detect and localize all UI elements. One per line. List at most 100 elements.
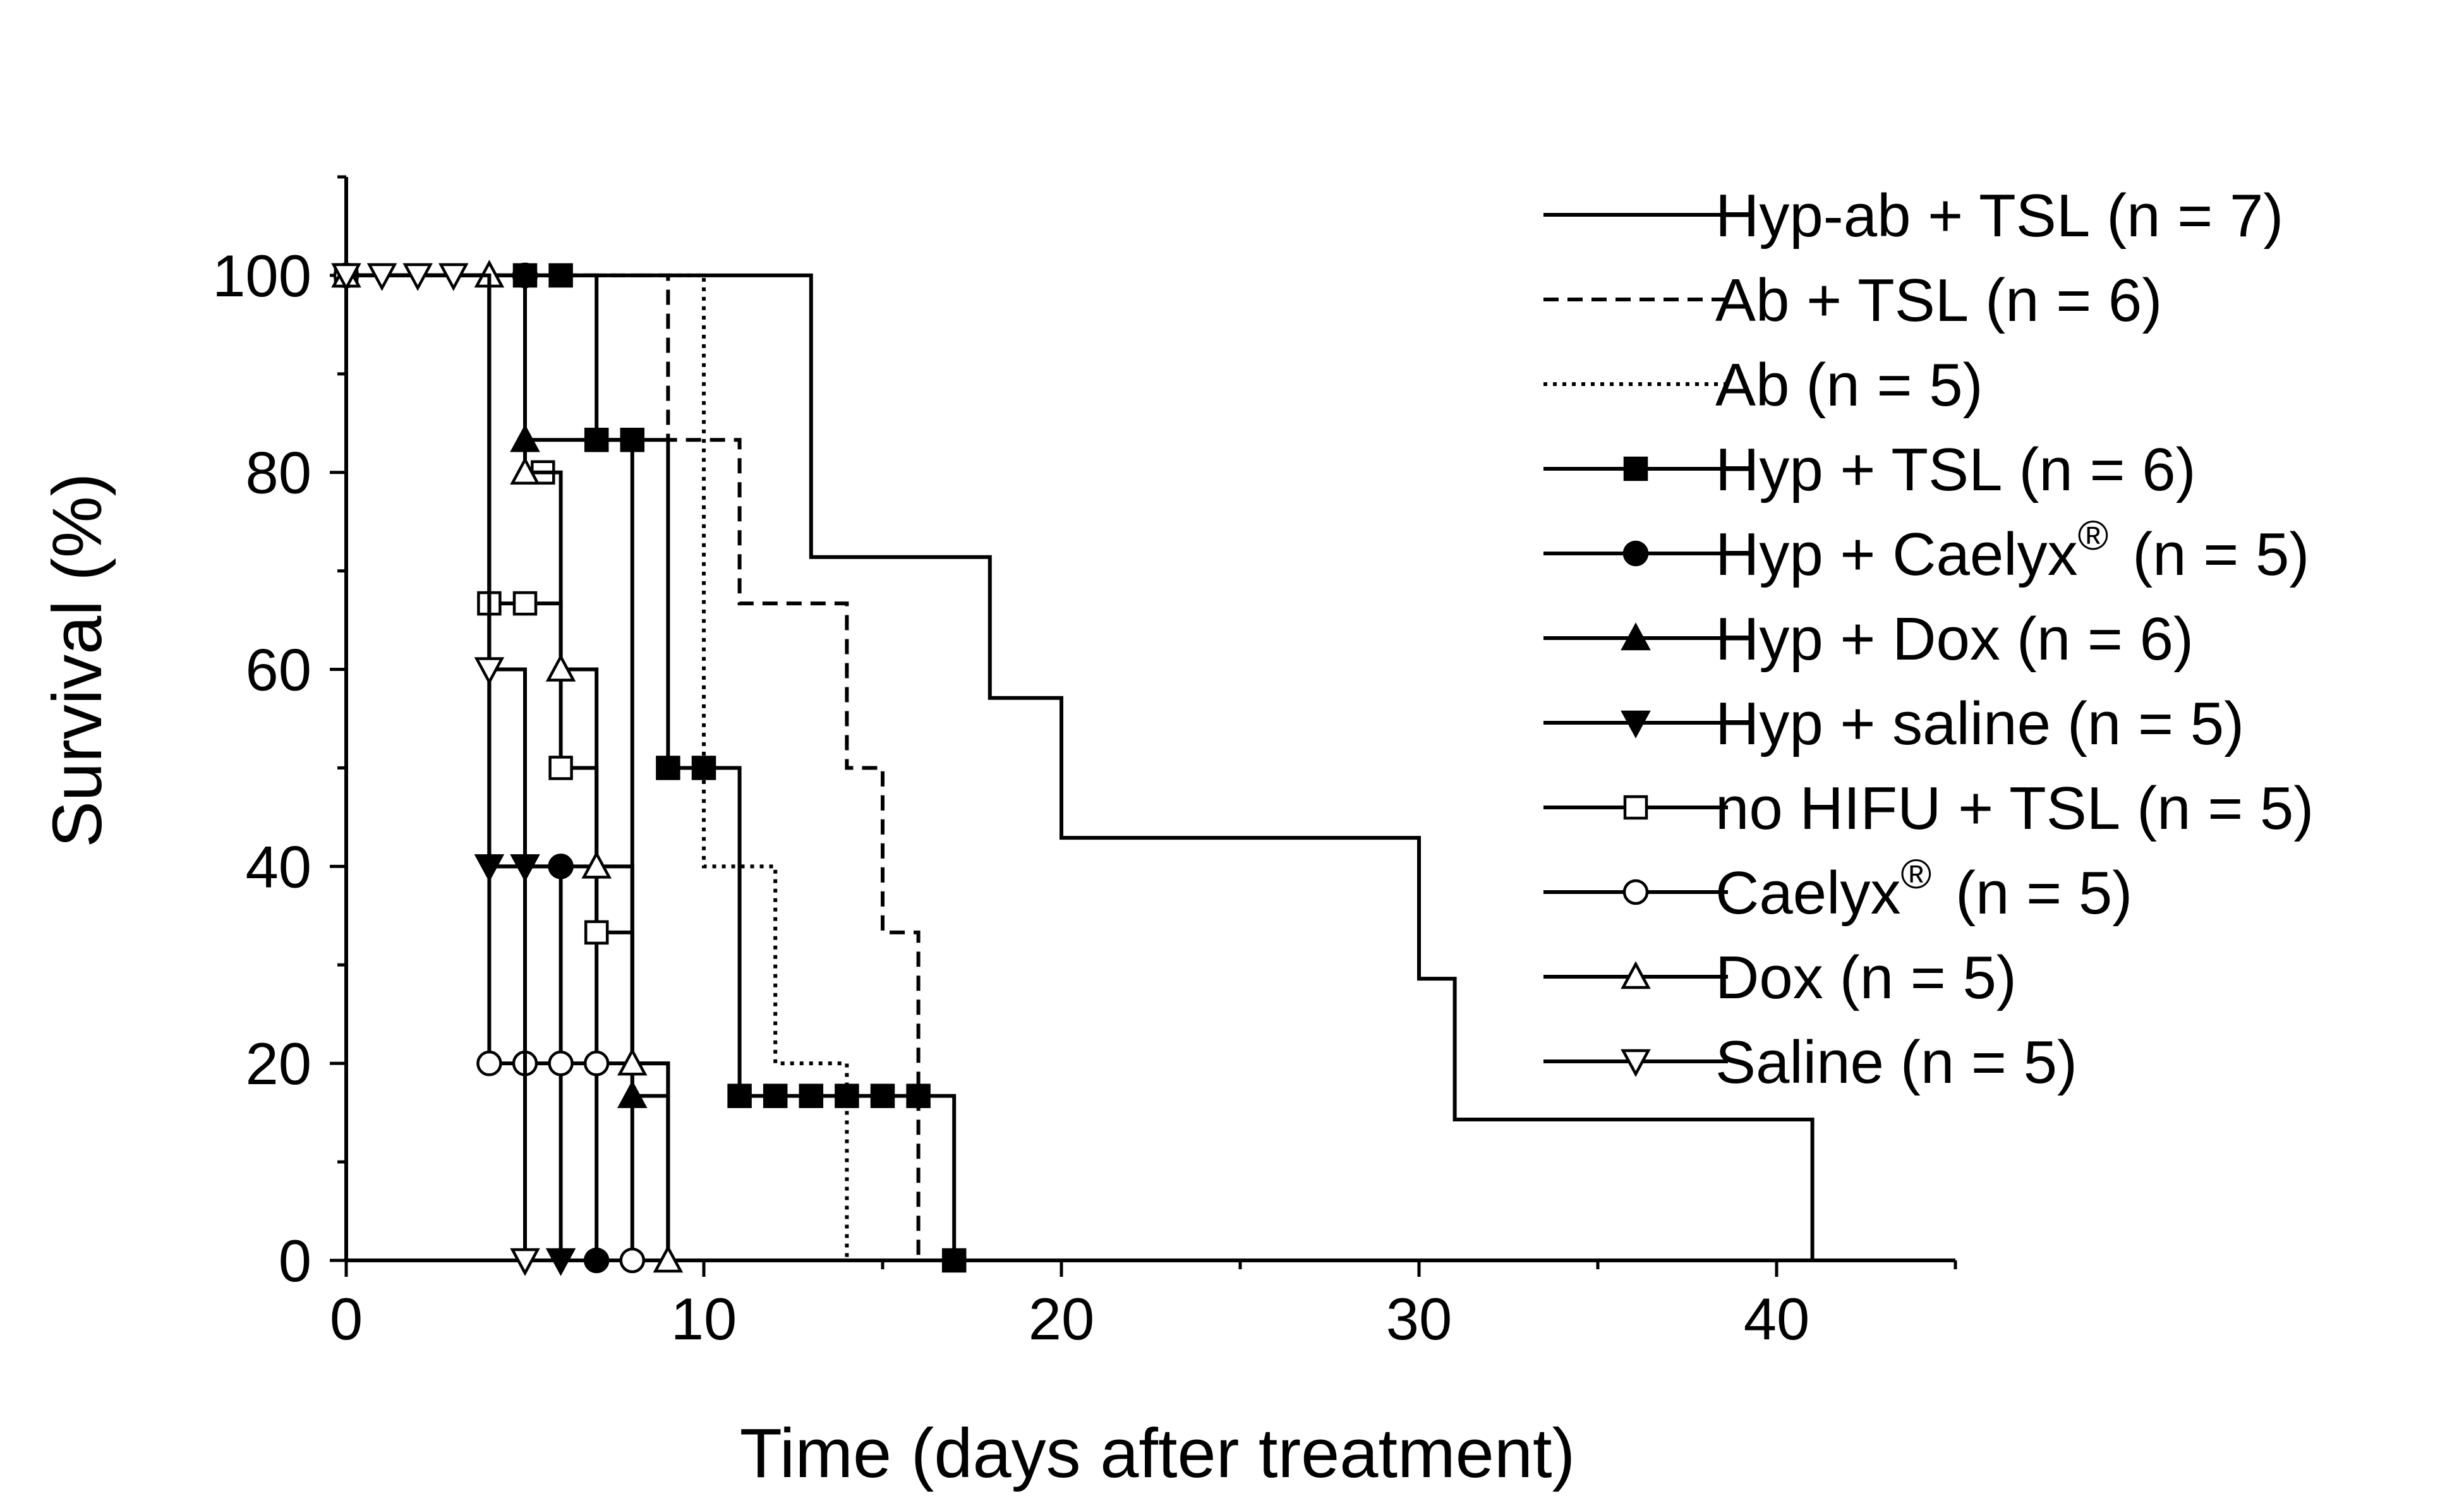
data-point xyxy=(656,756,680,780)
legend-marker xyxy=(1621,961,1651,989)
legend-n-label: (n = 7) xyxy=(2106,182,2283,250)
legend-label: Dox (n = 5) xyxy=(1715,944,2017,1011)
legend-series-name: Hyp-ab + TSL xyxy=(1715,182,2090,250)
legend-n-label: (n = 6) xyxy=(2019,436,2195,504)
legend-label: Saline (n = 5) xyxy=(1715,1029,2077,1096)
y-tick-label: 20 xyxy=(245,1030,311,1097)
data-point xyxy=(581,850,612,879)
legend-superscript: ® xyxy=(1900,850,1931,897)
legend-entry-caelyx: Caelyx® (n = 5) xyxy=(1543,850,2132,927)
legend-entry-ab: Ab (n = 5) xyxy=(1543,351,1983,419)
series-ab-tsl xyxy=(346,273,921,1260)
data-point xyxy=(583,1247,610,1274)
legend-label: Hyp + Caelyx® (n = 5) xyxy=(1715,512,2309,588)
series-line xyxy=(346,273,670,1260)
legend-marker xyxy=(1623,456,1648,481)
legend-entry-hyp-dox: Hyp + Dox (n = 6) xyxy=(1543,605,2194,673)
series-hyp-saline xyxy=(346,273,576,1276)
data-point xyxy=(653,1245,684,1273)
series-line xyxy=(346,273,527,1260)
series-dox xyxy=(331,260,684,1273)
legend-series-name: no HIFU + TSL xyxy=(1715,775,2120,842)
legend-label: Hyp + saline (n = 5) xyxy=(1715,690,2244,758)
legend-series-name: Caelyx xyxy=(1715,859,1900,927)
x-tick-label: 30 xyxy=(1386,1286,1452,1352)
series-no-hifu-tsl xyxy=(334,263,670,1260)
data-point xyxy=(548,263,573,288)
data-point xyxy=(545,1248,576,1276)
data-point xyxy=(941,1248,967,1273)
data-point xyxy=(331,263,361,291)
data-point xyxy=(366,263,397,291)
legend-n-label: (n = 5) xyxy=(1955,859,2132,927)
data-point xyxy=(619,1247,646,1274)
legend-n-label: (n = 6) xyxy=(1985,267,2162,334)
legend-marker xyxy=(1621,1049,1651,1077)
legend-marker xyxy=(1621,710,1651,739)
series-line xyxy=(346,273,1815,1260)
legend-label: Hyp-ab + TSL (n = 7) xyxy=(1715,182,2283,250)
legend-series-name: Hyp + TSL xyxy=(1715,436,2002,504)
legend-label: Ab + TSL (n = 6) xyxy=(1715,267,2162,334)
y-tick-label: 80 xyxy=(245,440,311,506)
legend: Hyp-ab + TSL (n = 7) Ab + TSL (n = 6) Ab (n =… xyxy=(1543,182,2314,1096)
data-point xyxy=(799,1083,824,1108)
legend-n-label: (n = 5) xyxy=(2132,521,2309,588)
data-point xyxy=(545,653,576,682)
data-point xyxy=(510,1248,540,1276)
legend-series-name: Hyp + Dox xyxy=(1715,605,2000,673)
data-point xyxy=(584,920,609,945)
legend-n-label: (n = 5) xyxy=(2137,775,2314,842)
data-point xyxy=(835,1083,859,1108)
legend-entry-ab-tsl: Ab + TSL (n = 6) xyxy=(1543,267,2162,334)
series-saline xyxy=(331,263,540,1276)
legend-series-name: Hyp + saline xyxy=(1715,690,2051,758)
y-tick-label: 60 xyxy=(245,637,311,703)
series-line xyxy=(346,273,563,1260)
legend-n-label: (n = 5) xyxy=(1900,1029,2077,1096)
legend-marker xyxy=(1623,795,1648,820)
legend-series-name: Saline xyxy=(1715,1029,1884,1096)
legend-n-label: (n = 5) xyxy=(1806,351,1983,419)
plot-area xyxy=(331,260,1815,1276)
legend-entry-hyp-ab-tsl: Hyp-ab + TSL (n = 7) xyxy=(1543,182,2283,250)
legend-label: Hyp + Dox (n = 6) xyxy=(1715,605,2194,673)
data-point xyxy=(906,1083,931,1108)
legend-entry-hyp-tsl: Hyp + TSL (n = 6) xyxy=(1543,436,2196,504)
x-tick-label: 10 xyxy=(671,1286,737,1352)
legend-label: Hyp + TSL (n = 6) xyxy=(1715,436,2196,504)
y-axis-title: Survival (%) xyxy=(39,473,116,848)
legend-entry-dox: Dox (n = 5) xyxy=(1543,944,2017,1011)
data-point xyxy=(763,1083,788,1108)
legend-series-name: Hyp + Caelyx xyxy=(1715,521,2078,588)
series-hyp-dox xyxy=(346,273,670,1260)
legend-marker xyxy=(1622,540,1649,567)
legend-label: Caelyx® (n = 5) xyxy=(1715,850,2132,927)
legend-superscript: ® xyxy=(2078,512,2109,558)
data-point xyxy=(548,756,573,780)
legend-marker xyxy=(1621,622,1651,651)
data-point xyxy=(476,1050,502,1077)
legend-entry-hyp-caelyx: Hyp + Caelyx® (n = 5) xyxy=(1543,512,2309,588)
legend-n-label: (n = 5) xyxy=(2067,690,2244,758)
x-tick-label: 20 xyxy=(1029,1286,1095,1352)
x-axis-title: Time (days after treatment) xyxy=(740,1415,1575,1492)
y-tick-label: 100 xyxy=(212,243,311,309)
legend-n-label: (n = 6) xyxy=(2017,605,2194,673)
data-point xyxy=(438,263,469,291)
legend-marker xyxy=(1622,879,1649,905)
y-tick-label: 0 xyxy=(279,1228,311,1294)
series-line xyxy=(346,273,921,1260)
series-hyp-ab-tsl xyxy=(346,273,1815,1260)
data-point xyxy=(512,591,538,616)
data-point xyxy=(583,1050,610,1077)
data-point xyxy=(691,756,716,780)
data-point xyxy=(617,1047,648,1076)
data-point xyxy=(727,1083,752,1108)
series-line xyxy=(346,273,670,1260)
axes: 0 10 20 30 40 0 20 40 60 80 100 xyxy=(212,175,1957,1352)
data-point xyxy=(510,456,540,485)
x-tick-label: 40 xyxy=(1744,1286,1810,1352)
data-point xyxy=(402,263,433,291)
